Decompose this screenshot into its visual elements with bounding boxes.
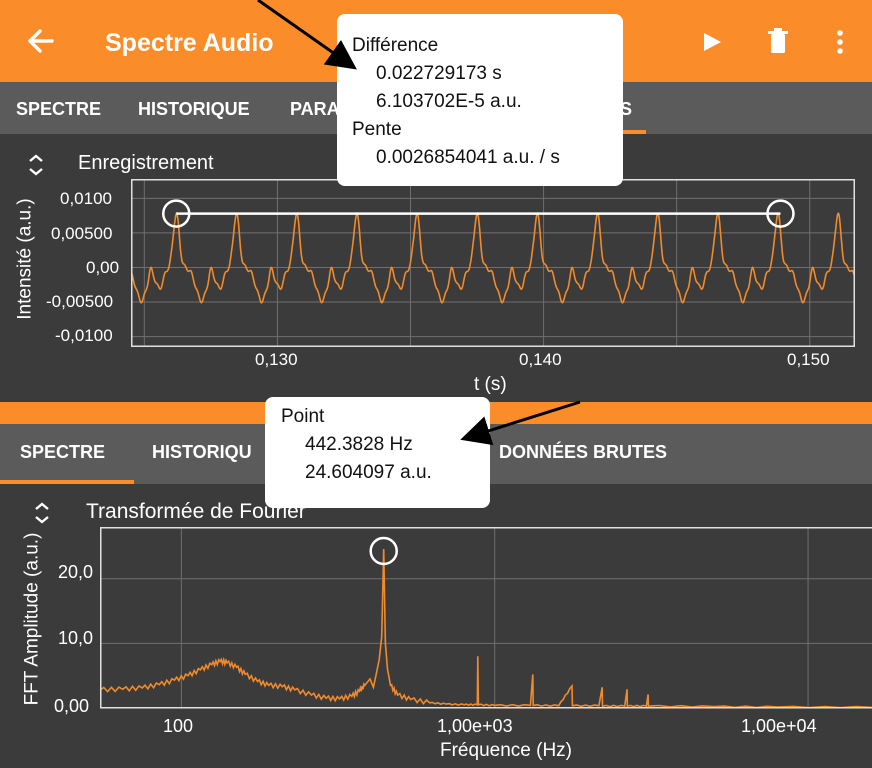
more-options-icon[interactable] xyxy=(824,26,856,58)
point-popup: Point 442.3828 Hz 24.604097 a.u. xyxy=(265,397,490,508)
app-title: Spectre Audio xyxy=(105,29,274,57)
fft-panel xyxy=(0,484,872,768)
x-tick: 0,140 xyxy=(519,350,562,369)
waveform-series xyxy=(131,211,855,304)
tab-spectre[interactable]: SPECTRE xyxy=(16,99,102,119)
point-frequency: 442.3828 Hz xyxy=(305,434,413,455)
slope-value: 0.0026854041 a.u. / s xyxy=(376,147,560,168)
fft-spectrum-series xyxy=(100,548,872,709)
measure-end-marker[interactable] xyxy=(766,199,795,228)
grid xyxy=(100,527,872,708)
tab-parametres[interactable]: PARA xyxy=(290,99,340,119)
y-tick: 10,0 xyxy=(58,628,94,648)
trash-icon[interactable] xyxy=(762,26,794,58)
play-icon[interactable] xyxy=(696,26,728,58)
fft-chart[interactable] xyxy=(100,527,872,709)
point-label: Point xyxy=(281,406,325,427)
tab-partial[interactable]: S xyxy=(620,99,633,119)
grid xyxy=(131,179,855,347)
recording-chart[interactable] xyxy=(131,179,855,347)
y-tick: -0,00500 xyxy=(46,292,114,311)
collapse-chevron-icon[interactable] xyxy=(26,152,46,178)
fft-y-axis-label: FFT Amplitude (a.u.) xyxy=(21,532,43,706)
x-tick: 0,130 xyxy=(255,350,298,369)
back-arrow-icon[interactable] xyxy=(26,24,56,58)
y-tick: 0,00 xyxy=(86,258,120,277)
recording-y-axis-label: Intensité (a.u.) xyxy=(14,198,36,320)
difference-label: Différence xyxy=(352,35,439,56)
difference-amplitude: 6.103702E-5 a.u. xyxy=(376,91,522,112)
slope-label: Pente xyxy=(352,119,402,140)
difference-popup: Différence 0.022729173 s 6.103702E-5 a.u… xyxy=(337,14,623,186)
y-tick: 0,00500 xyxy=(51,224,113,243)
point-amplitude: 24.604097 a.u. xyxy=(305,462,432,483)
y-tick: 0,0100 xyxy=(60,189,112,208)
recording-chart-title: Enregistrement xyxy=(78,152,214,174)
fft-chart-title: Transformée de Fourier xyxy=(86,500,306,523)
x-tick: 1,00e+03 xyxy=(437,716,513,736)
measure-start-marker[interactable] xyxy=(162,199,191,228)
tab-historique[interactable]: HISTORIQUE xyxy=(138,99,250,119)
active-tab-indicator xyxy=(0,480,134,484)
tab-spectre[interactable]: SPECTRE xyxy=(20,442,106,462)
x-tick: 1,00e+04 xyxy=(741,716,817,736)
active-tab-indicator xyxy=(600,130,646,134)
point-marker[interactable] xyxy=(369,536,398,566)
y-tick: 0,00 xyxy=(54,696,90,716)
collapse-chevron-icon[interactable] xyxy=(32,500,52,526)
fft-x-axis-label: Fréquence (Hz) xyxy=(440,740,572,761)
tab-donnees-brutes[interactable]: DONNÉES BRUTES xyxy=(499,442,668,462)
x-tick: 0,150 xyxy=(787,350,830,369)
plot-frame xyxy=(131,179,855,347)
plot-axes xyxy=(100,527,872,709)
tab-historique[interactable]: HISTORIQU xyxy=(152,442,252,462)
x-tick: 100 xyxy=(163,716,194,736)
y-tick: 20,0 xyxy=(58,562,94,582)
recording-x-axis-label: t (s) xyxy=(474,374,507,395)
y-tick: -0,0100 xyxy=(55,326,113,345)
difference-time: 0.022729173 s xyxy=(376,63,502,84)
